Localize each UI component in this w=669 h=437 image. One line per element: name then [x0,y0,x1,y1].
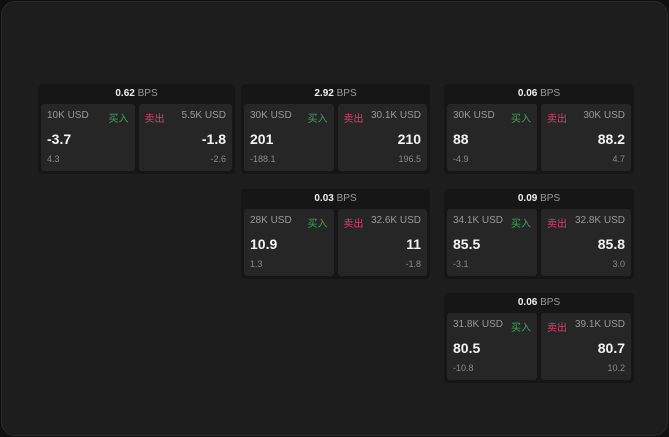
spread-header: 0.62 BPS [41,84,232,104]
ask-price: 88.2 [597,131,625,147]
bid-cell[interactable]: 28K USD 买入 10.9 1.3 [244,209,334,276]
sell-label[interactable]: 卖出 [547,323,567,334]
ask-size: 30.1K USD [370,110,421,121]
buy-label[interactable]: 买入 [307,219,328,230]
quote-card[interactable]: 0.62 BPS 10K USD 买入 -3.7 4.3 卖出 5.5K USD -… [38,84,235,174]
spread-header: 2.92 BPS [244,84,427,104]
ask-change: 3.0 [612,259,625,269]
spread-header: 0.09 BPS [447,189,631,209]
spread-unit: BPS [336,193,357,204]
bid-price: 80.5 [453,340,481,356]
spread-unit: BPS [336,88,357,99]
bid-cell[interactable]: 30K USD 买入 201 -188.1 [244,104,334,171]
bid-cell[interactable]: 30K USD 买入 88 -4.9 [447,104,537,171]
sell-label[interactable]: 卖出 [547,219,567,230]
bid-cell[interactable]: 31.8K USD 买入 80.5 -10.8 [447,313,537,380]
ask-cell[interactable]: 卖出 39.1K USD 80.7 10.2 [541,313,631,380]
ask-size: 32.6K USD [370,215,421,226]
bid-price: 10.9 [250,236,278,252]
ask-size: 32.8K USD [574,215,625,226]
quote-card[interactable]: 0.06 BPS 30K USD 买入 88 -4.9 卖出 30K USD 88.… [444,84,634,174]
quote-card[interactable]: 0.03 BPS 28K USD 买入 10.9 1.3 卖出 32.6K USD … [241,189,430,279]
ask-price: 210 [397,131,421,147]
ask-price: 85.8 [597,236,625,252]
buy-label[interactable]: 买入 [307,114,328,125]
ask-cell[interactable]: 卖出 32.8K USD 85.8 3.0 [541,209,631,276]
spread-value: 0.06 [517,297,538,308]
quote-card[interactable]: 0.06 BPS 31.8K USD 买入 80.5 -10.8 卖出 39.1K … [444,293,634,383]
ask-change: 10.2 [607,363,625,373]
bid-size: 34.1K USD [453,215,504,226]
bid-price: 88 [453,131,469,147]
spread-value: 0.62 [115,88,135,99]
bid-size: 28K USD [250,215,292,226]
quote-card[interactable]: 0.09 BPS 34.1K USD 买入 85.5 -3.1 卖出 32.8K U… [444,189,634,279]
bid-change: 1.3 [250,259,263,269]
ask-price: 11 [406,236,421,252]
bid-change: 4.3 [47,154,60,164]
bid-change: -10.8 [453,363,474,373]
bid-price: 85.5 [453,236,481,252]
ask-size: 39.1K USD [574,319,625,330]
ask-change: 196.5 [398,154,421,164]
ask-price: 80.7 [597,340,625,356]
spread-value: 0.09 [517,193,538,204]
spread-unit: BPS [540,88,561,99]
spread-unit: BPS [137,88,158,99]
ask-cell[interactable]: 卖出 30.1K USD 210 196.5 [337,104,427,171]
bid-size: 30K USD [453,110,495,121]
bid-change: -188.1 [250,154,276,164]
bid-change: -4.9 [453,154,469,164]
spread-unit: BPS [540,297,561,308]
spread-header: 0.06 BPS [447,84,631,104]
buy-label[interactable]: 买入 [511,323,531,334]
ask-price: -1.8 [201,131,226,147]
ask-change: 4.7 [612,154,625,164]
ask-cell[interactable]: 卖出 5.5K USD -1.8 -2.6 [138,104,232,171]
ask-cell[interactable]: 卖出 30K USD 88.2 4.7 [541,104,631,171]
bid-price: 201 [250,131,274,147]
buy-label[interactable]: 买入 [511,114,531,125]
spread-header: 0.03 BPS [244,189,427,209]
sell-label[interactable]: 卖出 [343,114,364,125]
buy-label[interactable]: 买入 [108,114,129,125]
sell-label[interactable]: 卖出 [343,219,364,230]
spread-value: 0.03 [314,193,334,204]
spread-value: 2.92 [314,88,334,99]
quote-card[interactable]: 2.92 BPS 30K USD 买入 201 -188.1 卖出 30.1K US… [241,84,430,174]
bid-cell[interactable]: 34.1K USD 买入 85.5 -3.1 [447,209,537,276]
spread-value: 0.06 [517,88,538,99]
sell-label[interactable]: 卖出 [547,114,567,125]
ask-change: -2.6 [210,154,226,164]
ask-change: -1.8 [405,259,421,269]
bid-size: 10K USD [47,110,89,121]
bid-size: 31.8K USD [453,319,504,330]
bid-change: -3.1 [453,259,469,269]
bid-size: 30K USD [250,110,292,121]
ask-size: 5.5K USD [181,110,226,121]
bid-price: -3.7 [47,131,72,147]
sell-label[interactable]: 卖出 [144,114,165,125]
buy-label[interactable]: 买入 [511,219,531,230]
spread-unit: BPS [540,193,561,204]
bid-cell[interactable]: 10K USD 买入 -3.7 4.3 [41,104,135,171]
ask-size: 30K USD [583,110,625,121]
spread-header: 0.06 BPS [447,293,631,313]
ask-cell[interactable]: 卖出 32.6K USD 11 -1.8 [337,209,427,276]
